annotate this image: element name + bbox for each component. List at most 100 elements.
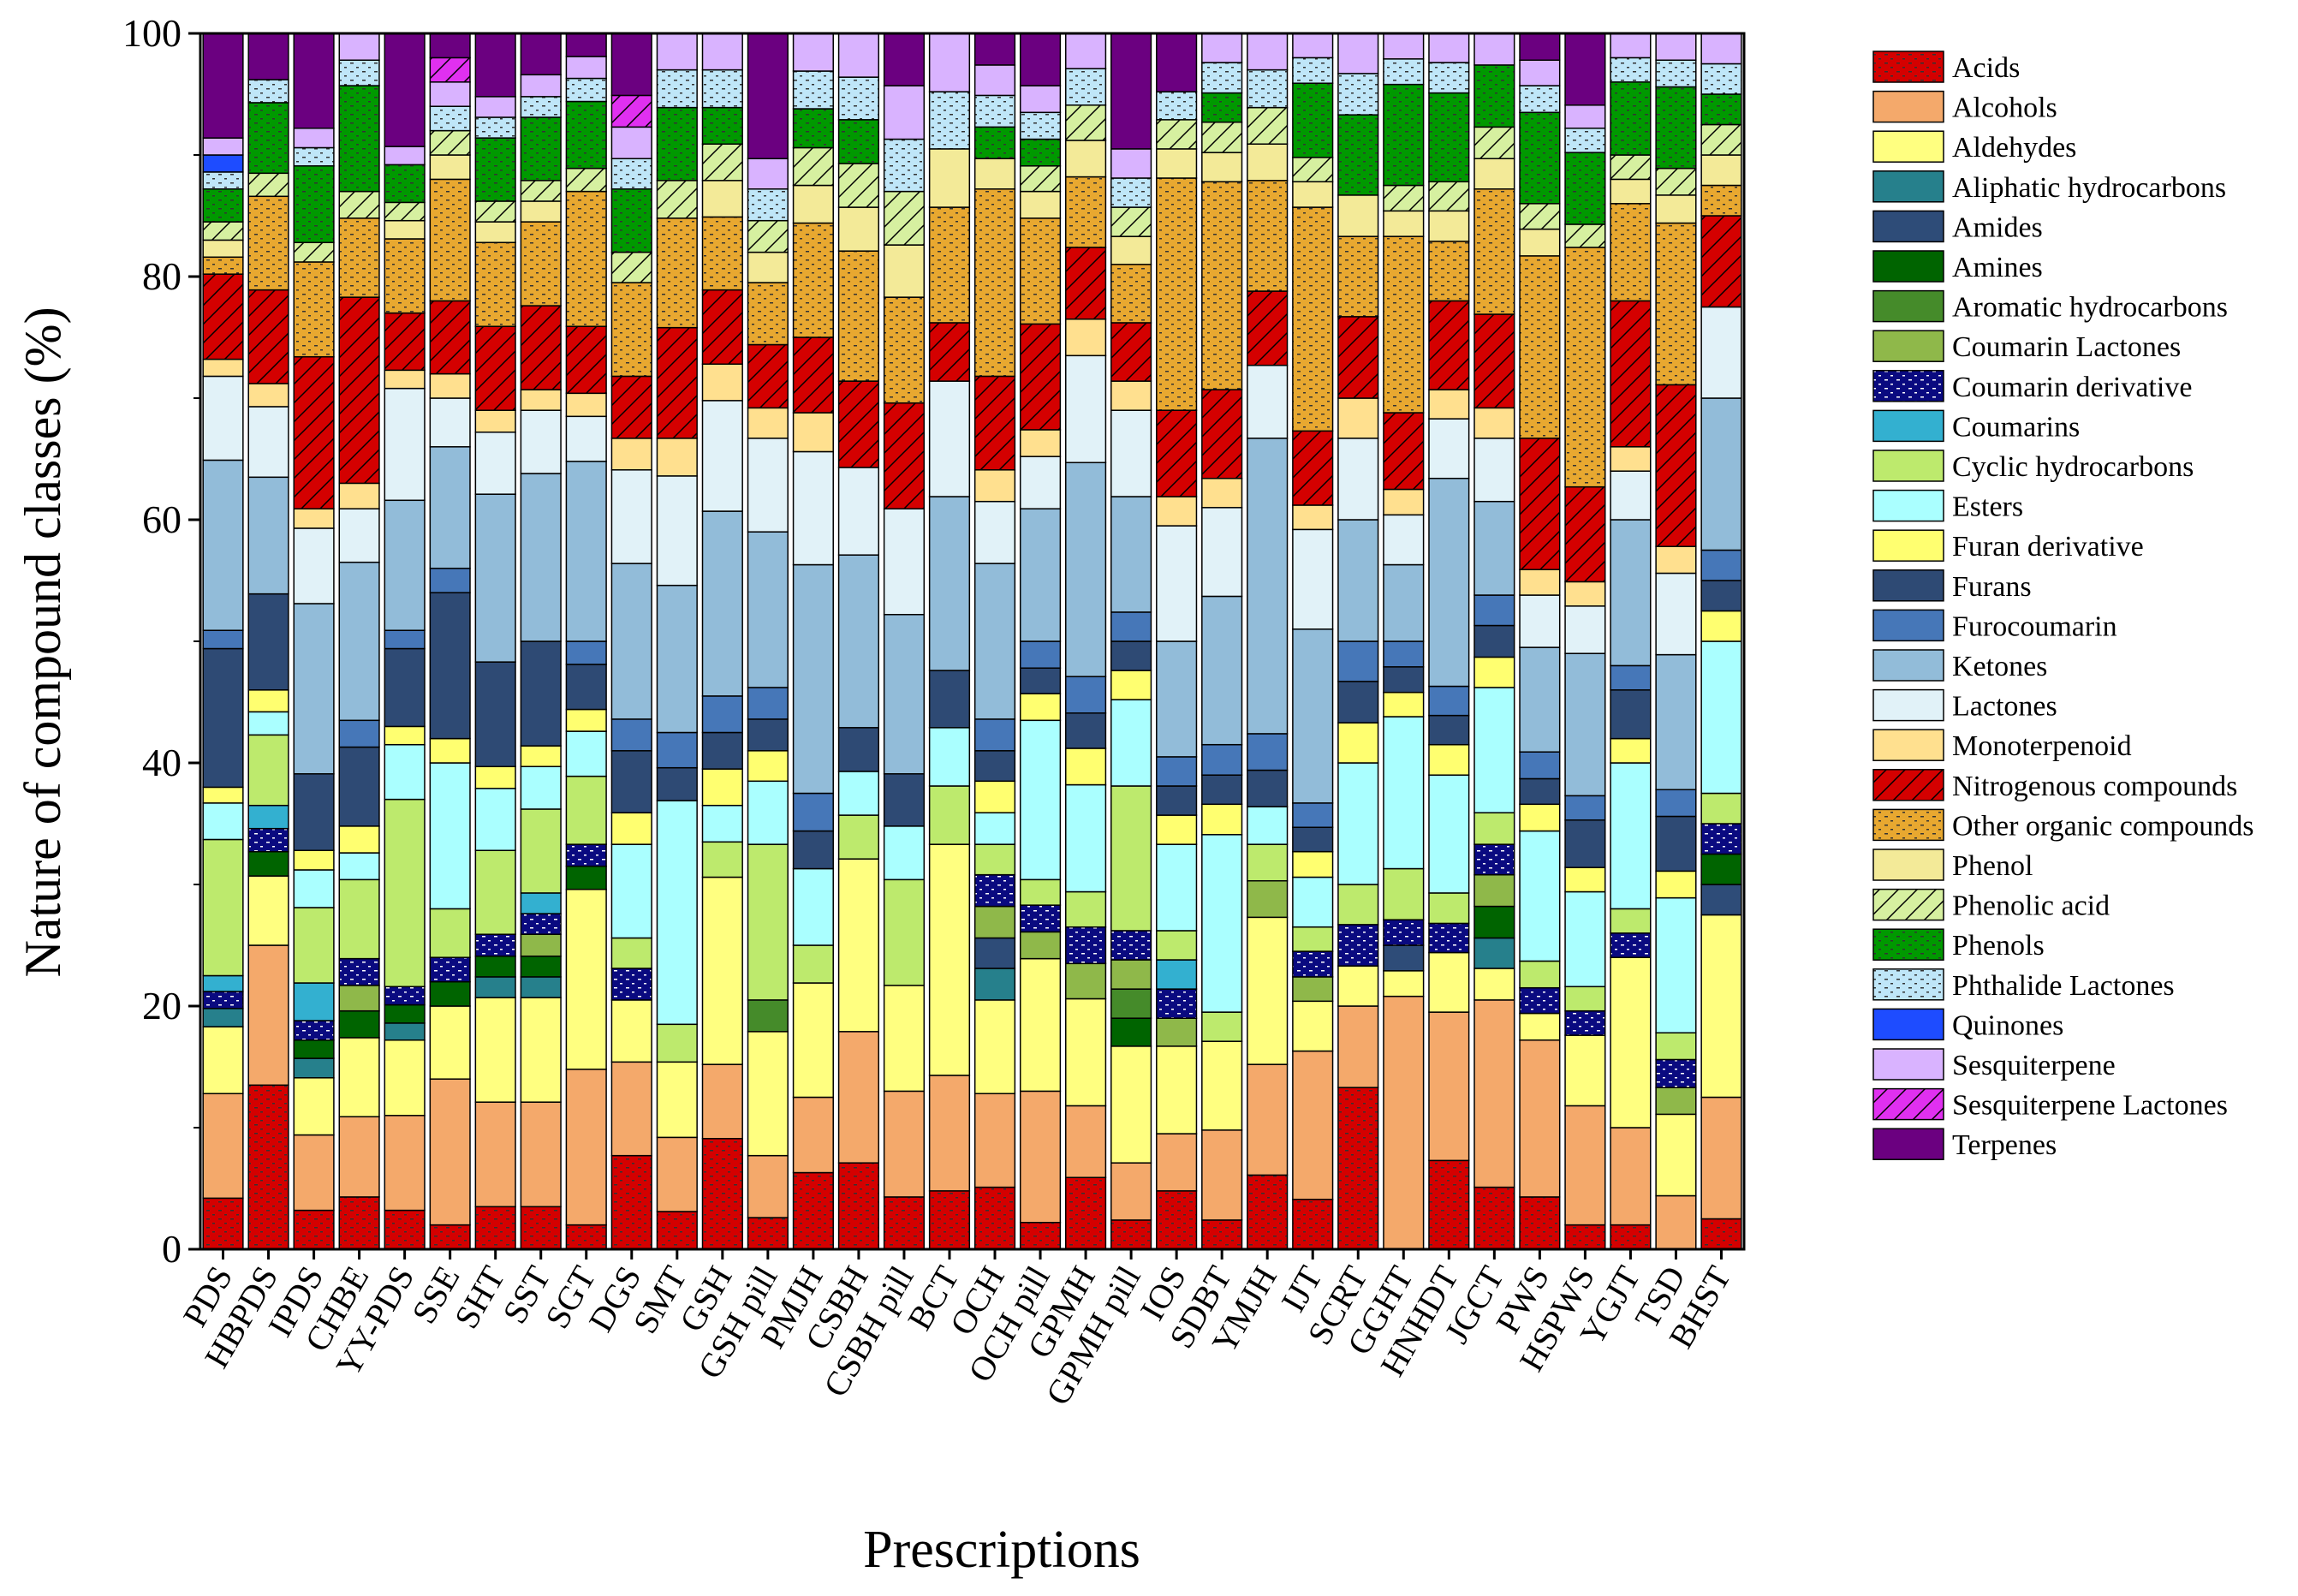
- bar-segment-sesquiterpene: [747, 158, 789, 190]
- bar-segment-sesquiterpene: [338, 33, 380, 61]
- bar-segment-alcohols: [1610, 1127, 1652, 1226]
- bar-segment-amines: [293, 1039, 335, 1059]
- bar-segment-phenolic-acid: [1473, 126, 1515, 160]
- bar-segment-sesquiterpene: [1337, 33, 1379, 74]
- bar-segment-coumarin-derivative: [384, 986, 426, 1006]
- legend-item-sesquiterpene: Sesquiterpene: [1872, 1048, 2116, 1081]
- bar-segment-esters: [1292, 876, 1334, 928]
- bar-segment-acids: [747, 1217, 789, 1250]
- bar-segment-lactones: [1110, 409, 1152, 497]
- bar-segment-terpenes: [429, 33, 471, 59]
- legend-item-coumarin-lactones: Coumarin Lactones: [1872, 330, 2181, 363]
- bar-segment-esters: [928, 727, 971, 787]
- bar-segment-amines: [520, 956, 562, 978]
- bar-segment-nitrogenous-compounds: [973, 375, 1016, 471]
- bar-segment-coumarins: [247, 804, 289, 830]
- bar-segment-phenols: [656, 106, 698, 182]
- bar-segment-aldehydes: [429, 1005, 471, 1080]
- bar-segment-phenols: [1564, 152, 1606, 225]
- bar-segment-esters: [1700, 640, 1742, 795]
- bar-segment-furan-derivative: [1110, 670, 1152, 700]
- bar-segment-other-organic-compounds: [1019, 217, 1062, 325]
- bar-segment-monoterpenoid: [1383, 488, 1425, 516]
- bar-segment-phenolic-acid: [474, 200, 516, 223]
- bar-segment-amines: [1473, 905, 1515, 939]
- bar-segment-esters: [1337, 762, 1379, 885]
- bar-segment-lactones: [1292, 528, 1334, 630]
- bar-segment-sesquiterpene: [202, 137, 244, 156]
- legend-item-lactones: Lactones: [1872, 688, 2057, 723]
- bar-segment-nitrogenous-compounds: [565, 325, 607, 395]
- bar-segment-aldehydes: [928, 843, 971, 1076]
- bar-segment-coumarin-derivative: [520, 913, 562, 935]
- bar-segment-other-organic-compounds: [474, 241, 516, 327]
- bar-segment-furan-derivative: [1519, 803, 1561, 832]
- legend-item-furocoumarin: Furocoumarin: [1872, 609, 2117, 642]
- bar-segment-ketones: [1201, 595, 1243, 746]
- bar-segment-alcohols: [1655, 1194, 1697, 1250]
- bar-segment-furocoumarin: [747, 687, 789, 720]
- bar-segment-nitrogenous-compounds: [338, 296, 380, 485]
- bar-segment-phenols: [1201, 92, 1243, 123]
- bar-segment-ketones: [1337, 519, 1379, 642]
- legend-swatch: [1872, 210, 1944, 243]
- bar-segment-esters: [1473, 687, 1515, 813]
- legend-item-phenols: Phenols: [1872, 928, 2045, 962]
- bar-segment-phenol: [1156, 148, 1198, 179]
- bar-segment-phenol: [1110, 235, 1152, 265]
- bar-segment-alcohols: [247, 944, 289, 1087]
- bar-segment-aldehydes: [1337, 965, 1379, 1007]
- bar-segment-phenolic-acid: [747, 219, 789, 253]
- bar-segment-other-organic-compounds: [1519, 255, 1561, 439]
- bar-segment-sesquiterpene: [293, 128, 335, 149]
- bar-segment-nitrogenous-compounds: [202, 273, 244, 360]
- bar-segment-terpenes: [202, 33, 244, 139]
- bar-segment-lactones: [1064, 354, 1107, 464]
- legend-label: Phenol: [1952, 850, 2033, 882]
- bar-segment-esters: [837, 771, 880, 816]
- bar-segment-coumarin-lactones: [1247, 879, 1289, 919]
- bar-segment-nitrogenous-compounds: [1156, 409, 1198, 497]
- bar-segment-furans: [837, 727, 880, 772]
- bar-segment-other-organic-compounds: [338, 217, 380, 298]
- bar-segment-furans: [973, 750, 1016, 783]
- bar-segment-lactones: [1564, 605, 1606, 654]
- bar-segment-acids: [247, 1084, 289, 1250]
- bar-segment-aldehydes: [1610, 956, 1652, 1129]
- legend-label: Amides: [1952, 211, 2043, 243]
- bar-segment-furan-derivative: [338, 825, 380, 854]
- bar-segment-monoterpenoid: [202, 358, 244, 378]
- bar-segment-nitrogenous-compounds: [1700, 215, 1742, 308]
- legend-swatch: [1872, 808, 1944, 842]
- bar-segment-ketones: [520, 473, 562, 642]
- bar-segment-lactones: [701, 400, 743, 512]
- bar-segment-phenol: [429, 154, 471, 181]
- bar-segment-monoterpenoid: [293, 508, 335, 529]
- bar-segment-acids: [1700, 1218, 1742, 1250]
- bar-segment-alcohols: [384, 1115, 426, 1212]
- bar-segment-phenolic-acid: [883, 190, 926, 246]
- legend-item-terpenes: Terpenes: [1872, 1128, 2057, 1161]
- bar-segment-ketones: [1019, 508, 1062, 642]
- bar-segment-alcohols: [202, 1093, 244, 1200]
- bar-segment-alcohols: [1337, 1005, 1379, 1088]
- bar-segment-alcohols: [293, 1134, 335, 1212]
- bar-scrt: [1337, 33, 1379, 1250]
- bar-segment-other-organic-compounds: [1383, 235, 1425, 414]
- bar-segment-amides: [1383, 944, 1425, 972]
- bar-segment-furan-derivative: [247, 689, 289, 713]
- bar-segment-alcohols: [474, 1101, 516, 1208]
- bar-segment-esters: [1519, 830, 1561, 962]
- bar-segment-phenolic-acid: [1700, 123, 1742, 156]
- bar-segment-ketones: [928, 496, 971, 671]
- bar-segment-phthalide-lactones: [1564, 128, 1606, 153]
- bar-segment-cyclic-hydrocarbons: [338, 878, 380, 960]
- bar-segment-furans: [1064, 712, 1107, 749]
- bar-segment-esters: [973, 812, 1016, 845]
- bar-segment-nitrogenous-compounds: [1292, 430, 1334, 506]
- bar-segment-other-organic-compounds: [1201, 181, 1243, 390]
- bar-segment-furans: [610, 750, 652, 813]
- legend-label: Acids: [1952, 52, 2020, 84]
- bar-segment-aldehydes: [1292, 1000, 1334, 1052]
